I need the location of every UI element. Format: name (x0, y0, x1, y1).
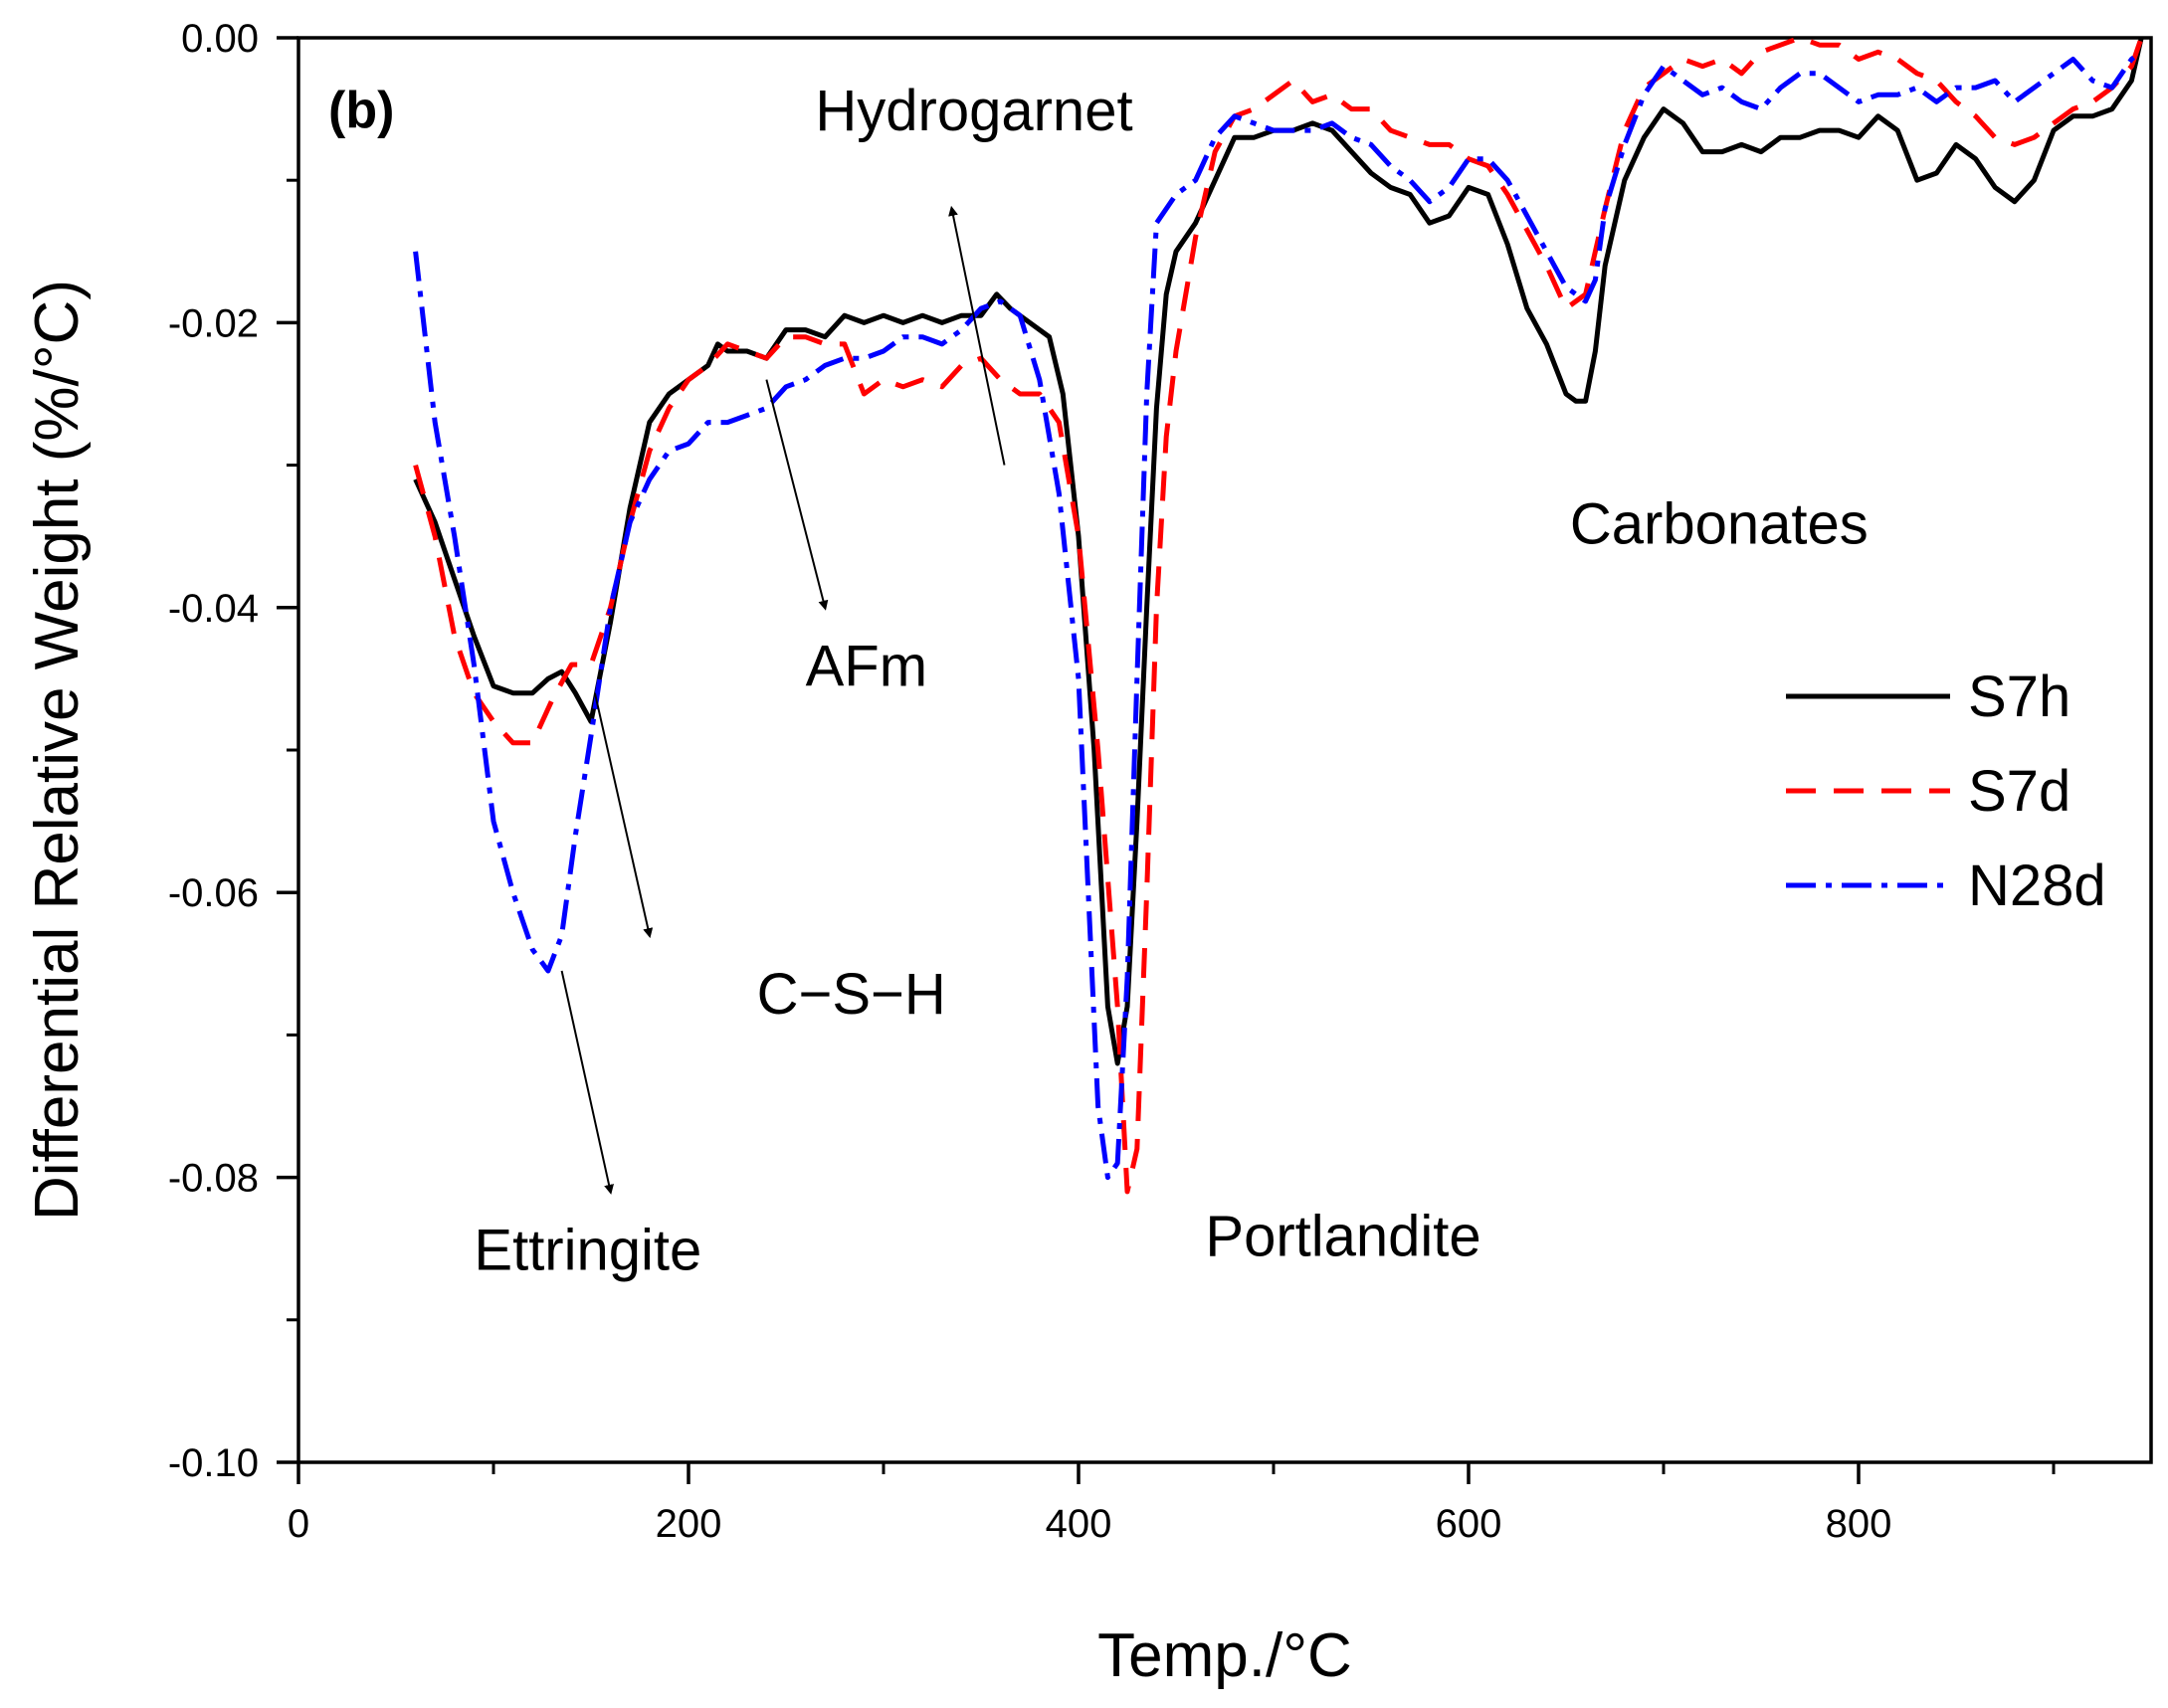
series-line-s7d (413, 35, 2144, 1195)
annotation-arrow-afm (765, 379, 829, 611)
legend-label-s7d: S7d (1968, 759, 2070, 824)
legend-label-s7h: S7h (1968, 664, 2070, 729)
legend: S7h S7d N28d (1786, 664, 2106, 918)
y-tick-label: -0.10 (168, 1441, 259, 1485)
annotation-c-s-h: C−S−H (757, 962, 946, 1027)
x-tick-label: 0 (288, 1502, 309, 1546)
series-line-s7h (413, 37, 2144, 1066)
annotation-arrow-c-s-h (593, 692, 654, 939)
y-tick-label: -0.08 (168, 1157, 259, 1201)
y-tick-label: 0.00 (181, 17, 259, 61)
annotation-layer: Hydrogarnet AFm C−S−H Ettringite Portlandite… (474, 79, 1868, 1283)
series-line-n28d (413, 50, 2143, 1181)
annotation-carbonates: Carbonates (1570, 491, 1869, 556)
annotation-arrow-hydrogarnet (948, 205, 1006, 466)
x-tick-label: 200 (656, 1502, 722, 1546)
y-axis-title: Differential Relative Weight (%/°C) (23, 280, 92, 1221)
annotation-afm: AFm (806, 635, 927, 699)
panel-label: (b) (328, 82, 394, 139)
annotation-hydrogarnet: Hydrogarnet (815, 79, 1132, 143)
x-tick-label: 400 (1046, 1502, 1112, 1546)
annotation-ettringite: Ettringite (474, 1219, 701, 1283)
legend-label-n28d: N28d (1968, 854, 2106, 918)
series-layer (413, 35, 2144, 1195)
y-axis: 0.00 -0.02 -0.04 -0.06 -0.08 -0.10 (168, 17, 298, 1485)
annotation-portlandite: Portlandite (1205, 1204, 1480, 1268)
x-axis: 0 200 400 600 800 (288, 1462, 2056, 1546)
x-tick-label: 800 (1826, 1502, 1892, 1546)
y-tick-label: -0.02 (168, 301, 259, 345)
y-tick-label: -0.06 (168, 871, 259, 915)
x-tick-label: 600 (1436, 1502, 1502, 1546)
annotation-arrow-ettringite (560, 970, 614, 1195)
x-axis-title: Temp./°C (1097, 1621, 1352, 1690)
y-tick-label: -0.04 (168, 587, 259, 631)
